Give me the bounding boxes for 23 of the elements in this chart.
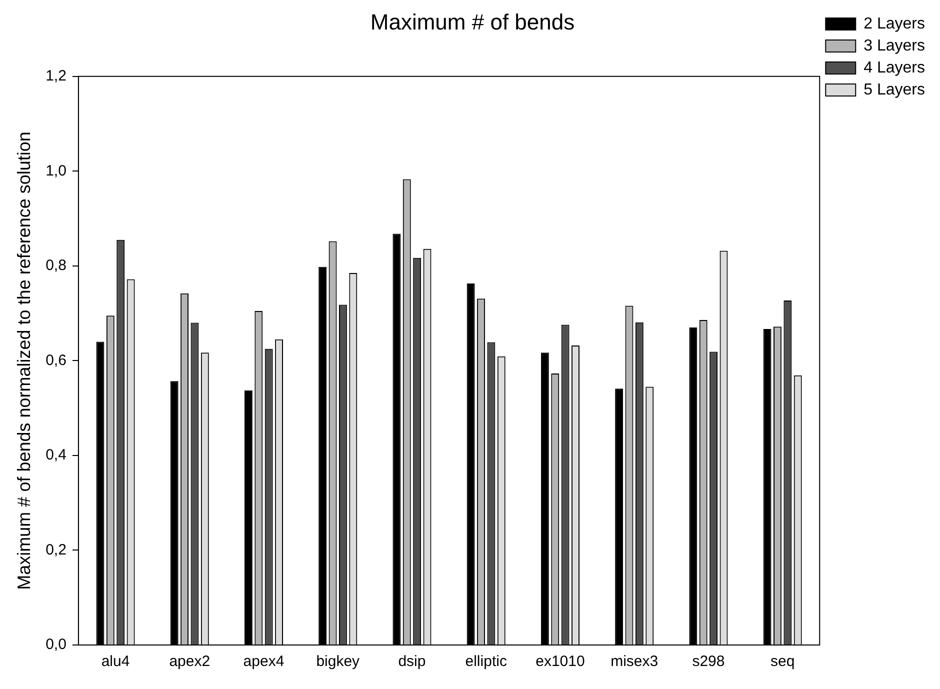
legend-label: 5 Layers [864, 81, 926, 98]
y-tick-label: 0,0 [46, 636, 66, 654]
x-tick-label: apex2 [169, 653, 210, 670]
y-tick-label: 0,2 [46, 541, 66, 558]
x-tick-label: s298 [692, 653, 725, 670]
legend-label: 4 Layers [864, 59, 926, 76]
x-tick-label: dsip [398, 653, 426, 670]
x-tick-label: elliptic [465, 653, 508, 670]
y-tick-label: 1,2 [46, 68, 66, 85]
x-tick-label: seq [770, 653, 795, 670]
x-tick-label: apex4 [243, 653, 284, 670]
y-axis-title: Maximum # of bends normalized to the reference solution [14, 132, 34, 590]
legend-label: 2 Layers [864, 15, 926, 32]
x-tick-label: misex3 [610, 653, 658, 670]
y-tick-label: 1,0 [46, 162, 66, 180]
chart-title: Maximum # of bends [370, 9, 575, 34]
x-tick-label: ex1010 [536, 653, 585, 670]
x-tick-label: bigkey [316, 653, 360, 670]
y-tick-label: 0,4 [46, 446, 66, 464]
y-tick-label: 0,8 [46, 257, 66, 274]
legend-label: 3 Layers [864, 37, 926, 54]
y-tick-label: 0,6 [46, 352, 66, 369]
x-tick-label: alu4 [101, 653, 130, 670]
